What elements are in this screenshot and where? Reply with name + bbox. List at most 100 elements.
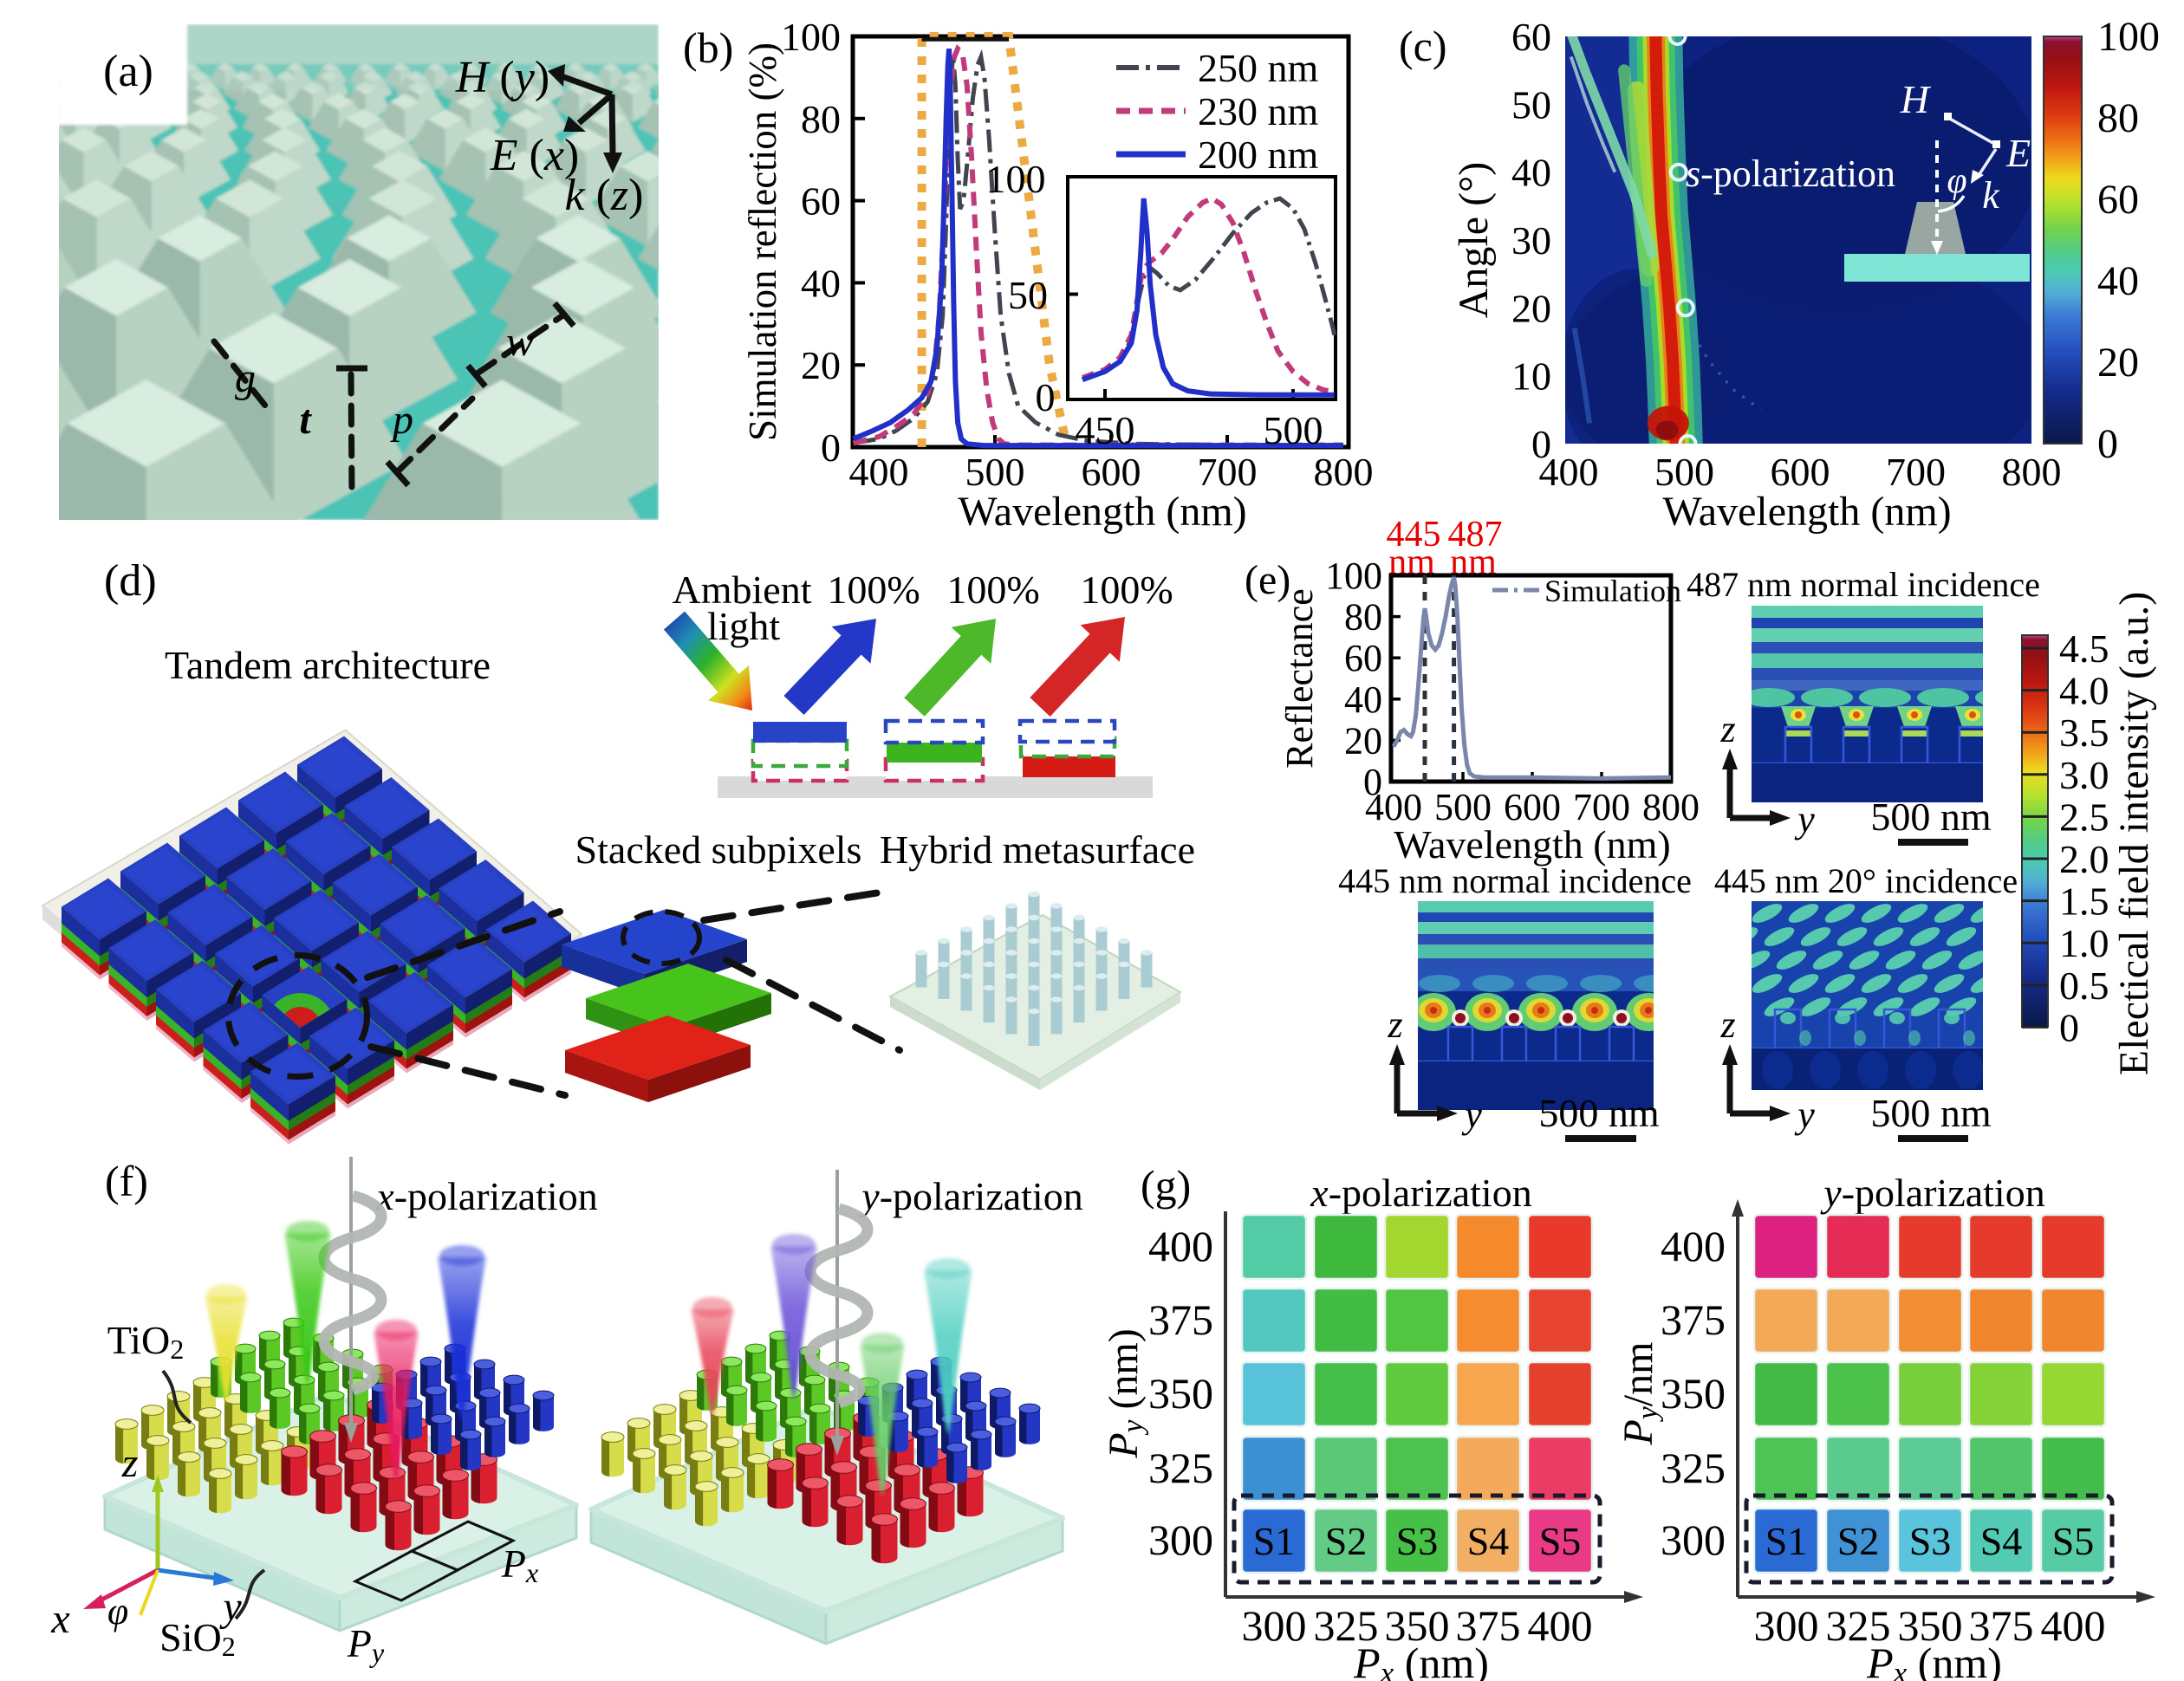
svg-text:325: 325 [1661, 1444, 1726, 1492]
svg-text:S1: S1 [1253, 1519, 1296, 1563]
svg-text:445 nm 20° incidence: 445 nm 20° incidence [1714, 861, 2018, 900]
svg-text:Wavelength (nm): Wavelength (nm) [1662, 489, 1951, 535]
svg-text:350: 350 [1898, 1601, 1963, 1650]
svg-text:S2: S2 [1837, 1519, 1880, 1563]
svg-text:p: p [390, 397, 413, 443]
svg-text:0: 0 [1036, 375, 1056, 419]
svg-text:60: 60 [1344, 637, 1382, 679]
svg-text:100%: 100% [827, 568, 920, 612]
svg-text:0: 0 [1363, 761, 1382, 803]
svg-text:325: 325 [1826, 1601, 1891, 1650]
svg-text:500: 500 [1434, 786, 1492, 828]
svg-text:light: light [707, 604, 781, 648]
svg-text:H (y): H (y) [455, 53, 549, 102]
svg-text:100: 100 [2097, 14, 2160, 60]
svg-text:1.0: 1.0 [2059, 921, 2109, 965]
svg-text:20: 20 [1344, 719, 1382, 762]
svg-text:Stacked subpixels: Stacked subpixels [575, 828, 862, 872]
svg-text:S4: S4 [1467, 1519, 1510, 1563]
svg-text:S2: S2 [1325, 1519, 1368, 1563]
svg-text:H: H [1900, 77, 1932, 121]
svg-text:(d): (d) [104, 556, 157, 606]
svg-text:400: 400 [849, 450, 909, 494]
svg-text:z: z [1387, 1003, 1402, 1046]
svg-text:40: 40 [1511, 151, 1551, 195]
svg-text:50: 50 [1511, 82, 1551, 127]
svg-text:(g): (g) [1141, 1161, 1191, 1210]
svg-text:s-polarization: s-polarization [1686, 153, 1895, 195]
svg-text:S5: S5 [1539, 1519, 1582, 1563]
svg-text:Wavelength (nm): Wavelength (nm) [1394, 822, 1670, 866]
svg-text:2.0: 2.0 [2059, 837, 2109, 881]
svg-text:S1: S1 [1765, 1519, 1808, 1563]
svg-text:800: 800 [2002, 450, 2062, 494]
svg-text:350: 350 [1148, 1369, 1213, 1418]
svg-text:375: 375 [1148, 1295, 1213, 1344]
svg-text:325: 325 [1314, 1601, 1379, 1650]
svg-text:200 nm: 200 nm [1198, 133, 1319, 177]
svg-text:300: 300 [1148, 1515, 1213, 1564]
svg-text:60: 60 [1511, 15, 1551, 59]
svg-text:x-polarization: x-polarization [1310, 1171, 1531, 1215]
svg-text:0: 0 [2097, 421, 2118, 467]
svg-text:y: y [1794, 798, 1815, 840]
svg-text:300: 300 [1242, 1601, 1307, 1650]
svg-text:Py: Py [347, 1621, 385, 1668]
svg-text:600: 600 [1504, 786, 1561, 828]
svg-text:E (x): E (x) [490, 131, 580, 180]
svg-text:(a): (a) [103, 47, 153, 96]
svg-text:Simulation: Simulation [1544, 574, 1681, 608]
svg-text:500: 500 [1264, 408, 1323, 452]
svg-text:S3: S3 [1396, 1519, 1439, 1563]
svg-text:100%: 100% [1080, 568, 1173, 612]
svg-text:700: 700 [1886, 450, 1946, 494]
svg-text:S5: S5 [2052, 1519, 2095, 1563]
svg-text:(b): (b) [683, 23, 733, 72]
svg-text:Hybrid metasurface: Hybrid metasurface [880, 828, 1195, 872]
svg-text:20: 20 [1511, 286, 1551, 330]
svg-text:30: 30 [1511, 218, 1551, 263]
svg-text:60: 60 [2097, 177, 2139, 223]
svg-text:100: 100 [986, 157, 1046, 201]
svg-text:350: 350 [1385, 1601, 1450, 1650]
svg-text:600: 600 [1082, 450, 1141, 494]
svg-text:0: 0 [821, 425, 841, 470]
svg-text:Ambient: Ambient [673, 568, 812, 612]
svg-text:(f): (f) [105, 1157, 148, 1205]
svg-text:600: 600 [1771, 450, 1830, 494]
svg-text:80: 80 [2097, 95, 2139, 141]
svg-text:Electical field intensity (a.u: Electical field intensity (a.u.) [2111, 592, 2157, 1075]
svg-text:40: 40 [2097, 258, 2139, 304]
svg-text:700: 700 [1198, 450, 1258, 494]
svg-text:(c): (c) [1399, 22, 1447, 70]
svg-text:z: z [121, 1440, 139, 1486]
svg-text:x: x [50, 1596, 69, 1642]
svg-text:0: 0 [1531, 422, 1551, 466]
svg-text:Reflectance: Reflectance [1278, 588, 1321, 769]
svg-text:Angle (°): Angle (°) [1451, 162, 1497, 318]
svg-text:S3: S3 [1909, 1519, 1952, 1563]
svg-text:S4: S4 [1980, 1519, 2023, 1563]
svg-text:325: 325 [1148, 1444, 1213, 1492]
svg-text:500: 500 [965, 450, 1025, 494]
svg-text:800: 800 [1642, 786, 1700, 828]
svg-text:445: 445 [1387, 515, 1441, 555]
svg-text:400: 400 [1539, 450, 1599, 494]
svg-text:500 nm: 500 nm [1870, 1091, 1992, 1135]
svg-text:300: 300 [1754, 1601, 1819, 1650]
svg-text:80: 80 [801, 97, 841, 141]
svg-text:100: 100 [1325, 555, 1382, 597]
svg-text:Px (nm): Px (nm) [1866, 1639, 2002, 1681]
svg-text:445 nm normal incidence: 445 nm normal incidence [1338, 861, 1692, 900]
svg-text:Simulation reflection (%): Simulation reflection (%) [741, 42, 784, 441]
svg-text:1.5: 1.5 [2059, 879, 2109, 924]
svg-text:Px: Px [501, 1541, 539, 1588]
svg-text:20: 20 [2097, 340, 2139, 386]
svg-text:60: 60 [801, 179, 841, 224]
svg-text:3.5: 3.5 [2059, 711, 2109, 755]
svg-text:w: w [506, 319, 534, 365]
svg-text:487: 487 [1448, 515, 1503, 555]
svg-text:y: y [1794, 1094, 1815, 1136]
svg-text:g: g [235, 355, 256, 401]
svg-text:y: y [1461, 1094, 1482, 1136]
